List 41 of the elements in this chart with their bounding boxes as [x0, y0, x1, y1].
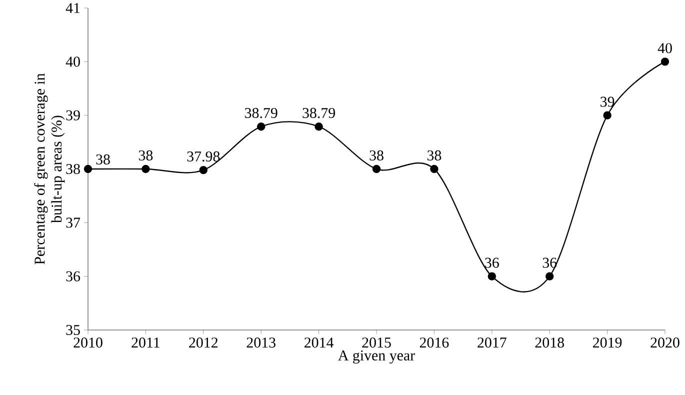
point [314, 122, 323, 131]
data-label: 38 [370, 150, 384, 160]
data-label: 38 [96, 154, 110, 164]
y-axis-title: Percentage of green coverage in built-up areas (%) [34, 73, 65, 264]
data-label: 39 [600, 96, 614, 107]
y-tick-label: 40 [66, 56, 80, 67]
data-label: 36 [485, 258, 499, 268]
data-label: 40 [658, 43, 672, 54]
x-tick-label: 2020 [650, 338, 680, 348]
x-tick-label: 2011 [132, 338, 160, 348]
y-tick-label: 37 [66, 218, 80, 228]
y-tick-label: 36 [66, 271, 80, 282]
point [257, 122, 266, 131]
x-tick-label: 2016 [420, 338, 449, 348]
x-tick-label: 2019 [593, 338, 622, 348]
point [199, 166, 208, 174]
point [142, 164, 150, 174]
x-tick-label: 2018 [535, 338, 564, 348]
data-label: 38.79 [302, 108, 336, 118]
y-tick-label: 41 [66, 3, 80, 13]
data-label: 37.98 [187, 151, 220, 162]
point [603, 111, 612, 120]
x-tick-label: 2010 [74, 338, 102, 348]
point [84, 164, 92, 174]
point [430, 164, 438, 174]
x-axis-title: A given year [338, 350, 415, 364]
y-tick-label: 39 [66, 110, 80, 120]
data-label: 38.79 [245, 108, 278, 118]
y-tick-label: 38 [66, 164, 80, 174]
data-label: 38 [427, 150, 442, 160]
x-tick-label: 2017 [478, 338, 506, 348]
y-tick-label: 35 [66, 324, 80, 336]
point [546, 272, 554, 280]
x-tick-label: 2014 [304, 338, 334, 348]
x-tick-label: 2013 [246, 338, 276, 348]
data-label: 38 [138, 150, 153, 160]
x-tick-label: 2012 [189, 338, 218, 348]
x-tick-label: 2015 [362, 338, 391, 348]
point [372, 164, 381, 174]
point [488, 272, 496, 280]
point [660, 58, 670, 66]
